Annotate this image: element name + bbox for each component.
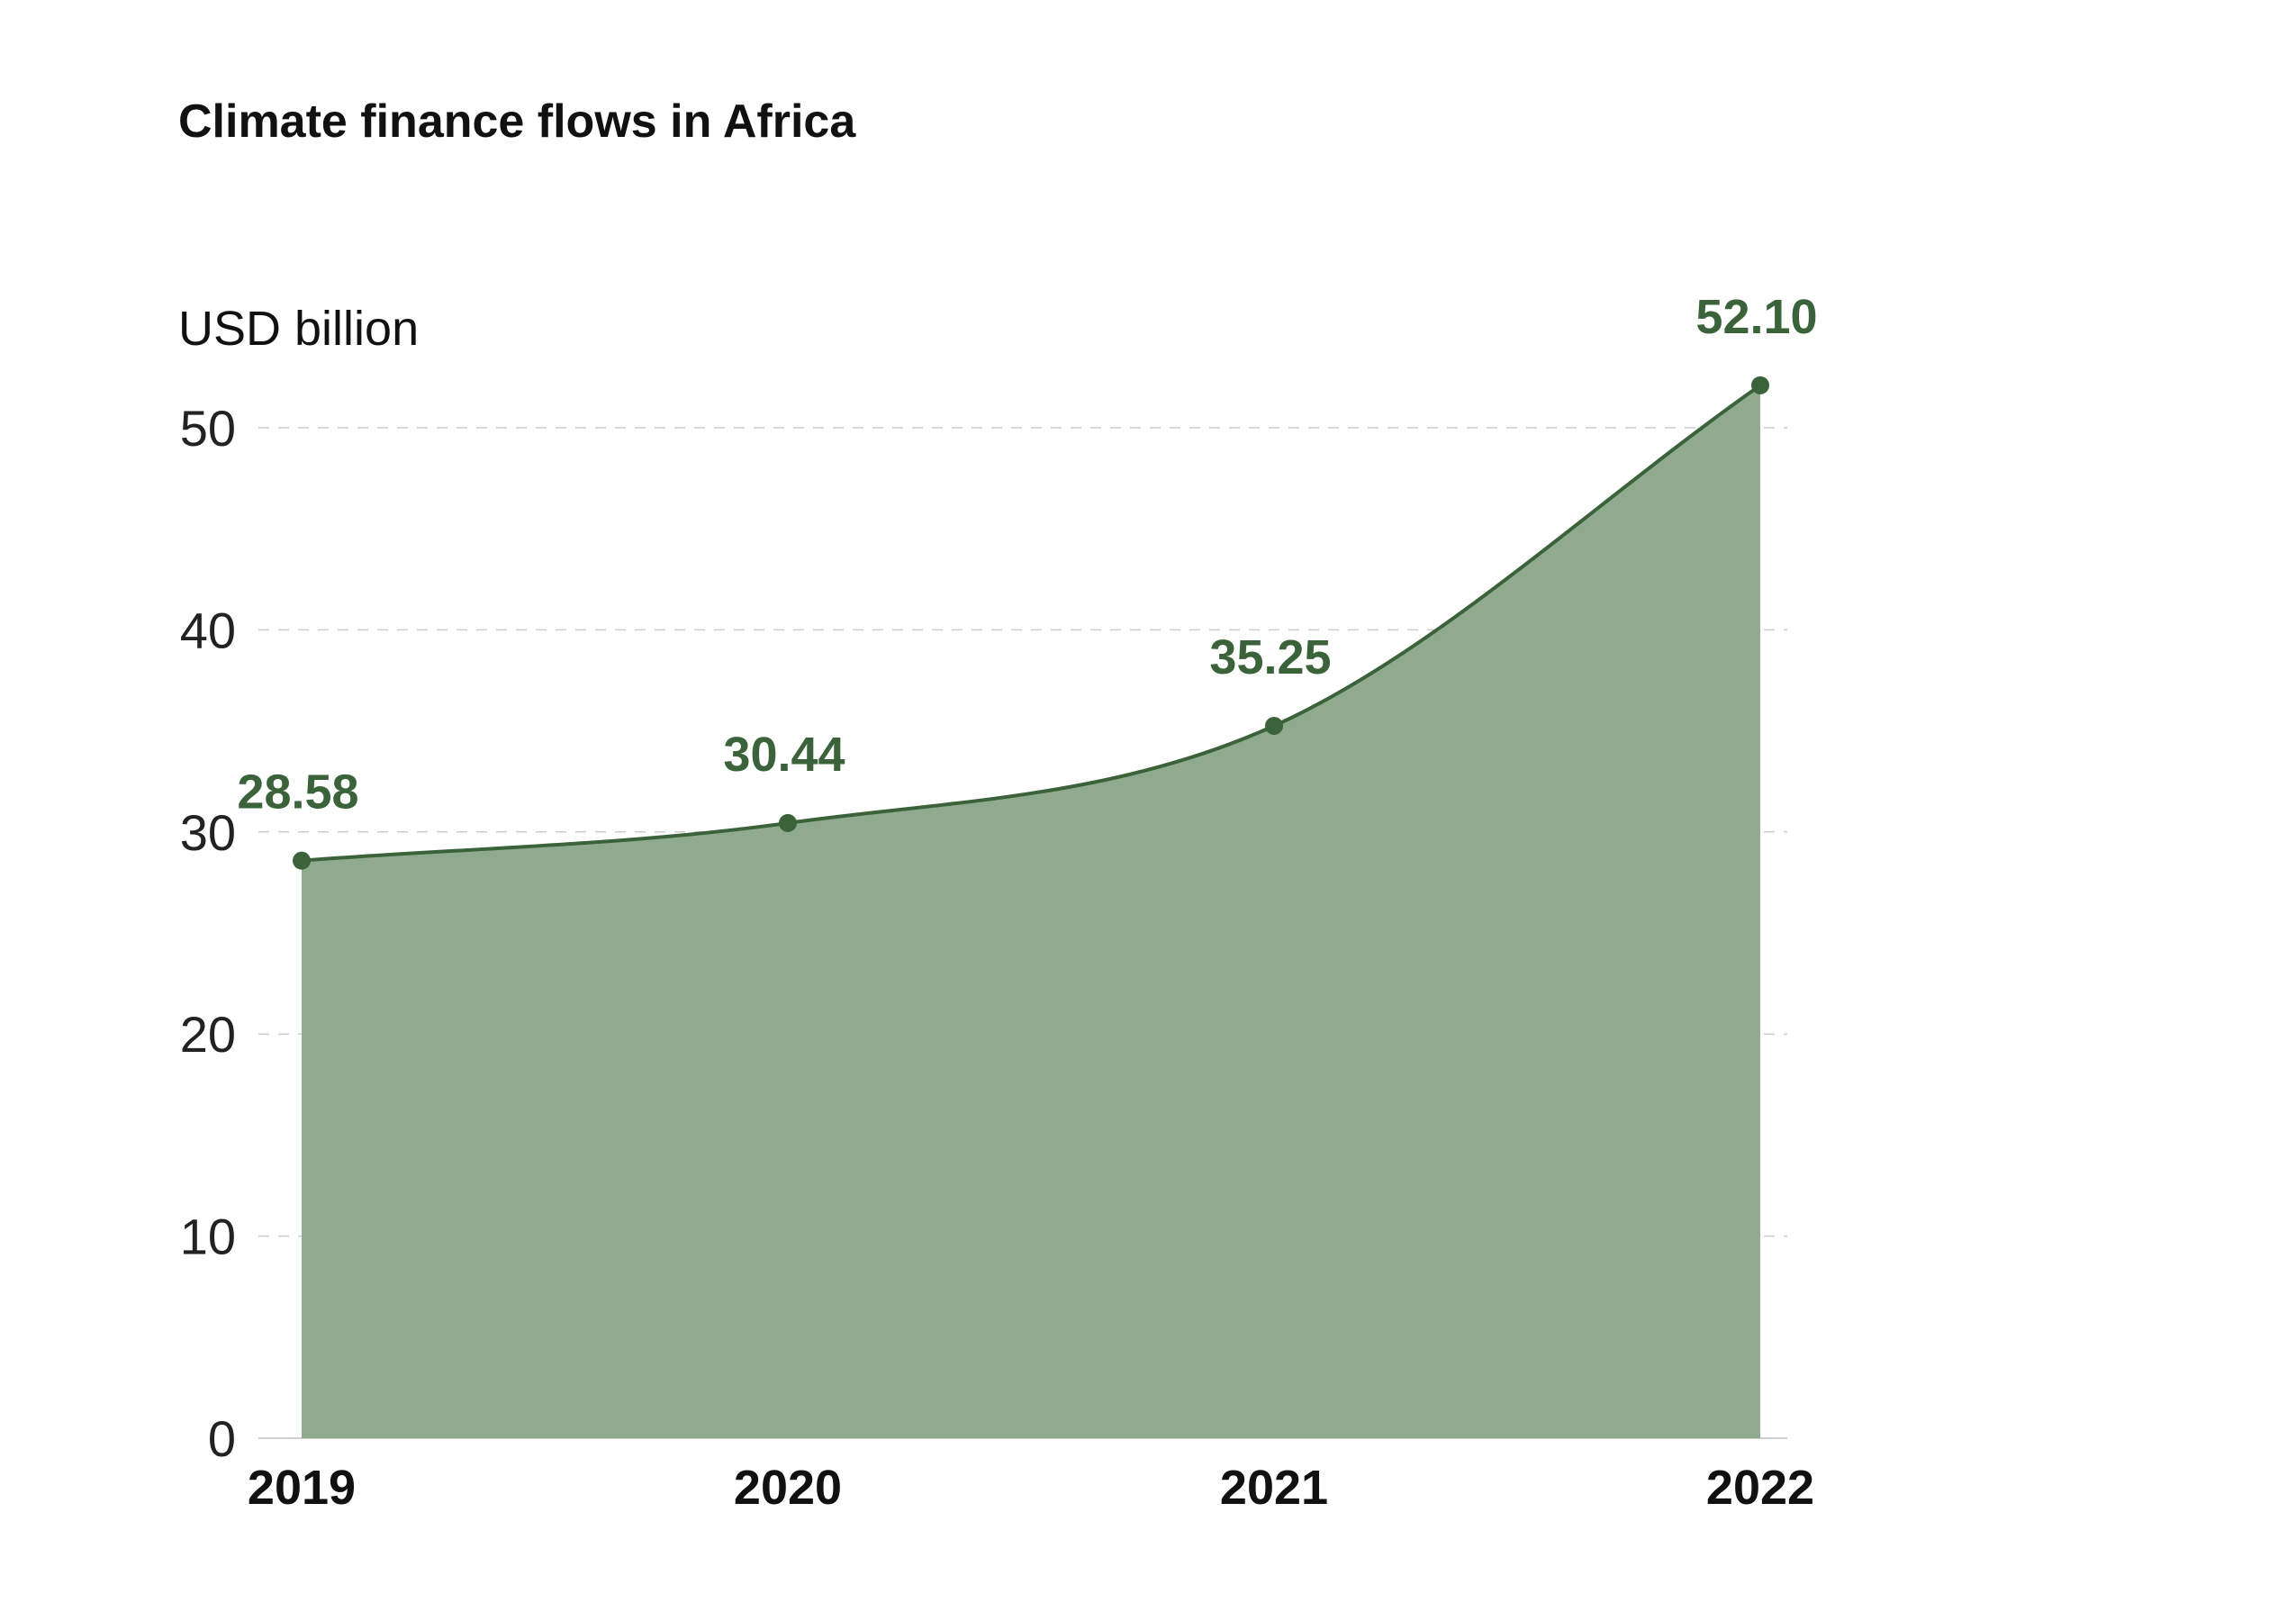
data-point [293, 851, 311, 870]
chart-title: Climate finance flows in Africa [178, 95, 856, 148]
x-tick-label: 2020 [734, 1461, 842, 1515]
data-point [779, 813, 797, 832]
x-tick-label: 2019 [248, 1461, 356, 1515]
y-axis-unit-label: USD billion [178, 302, 419, 356]
data-label: 35.25 [1209, 630, 1331, 684]
x-tick-label: 2021 [1220, 1461, 1328, 1515]
area-fill [302, 385, 1760, 1439]
area-layer [301, 384, 1762, 1439]
x-tick-label: 2022 [1706, 1461, 1814, 1515]
marks-layer [293, 376, 1769, 870]
labels-layer: 0 10 20 30 40 50 28.58 2019 30.44 2020 35.25 2021 52… [180, 290, 1818, 1515]
series-line [301, 384, 1762, 863]
data-label: 52.10 [1695, 290, 1817, 344]
data-label: 30.44 [723, 728, 845, 782]
y-tick-label: 20 [180, 1006, 236, 1063]
data-point [1265, 716, 1283, 735]
y-tick-label: 40 [180, 602, 236, 658]
y-tick-label: 50 [180, 400, 236, 457]
data-point [1751, 376, 1769, 394]
y-tick-label: 30 [180, 804, 236, 861]
y-tick-label: 10 [180, 1209, 236, 1265]
y-tick-label: 0 [208, 1410, 236, 1467]
data-label: 28.58 [237, 765, 358, 820]
